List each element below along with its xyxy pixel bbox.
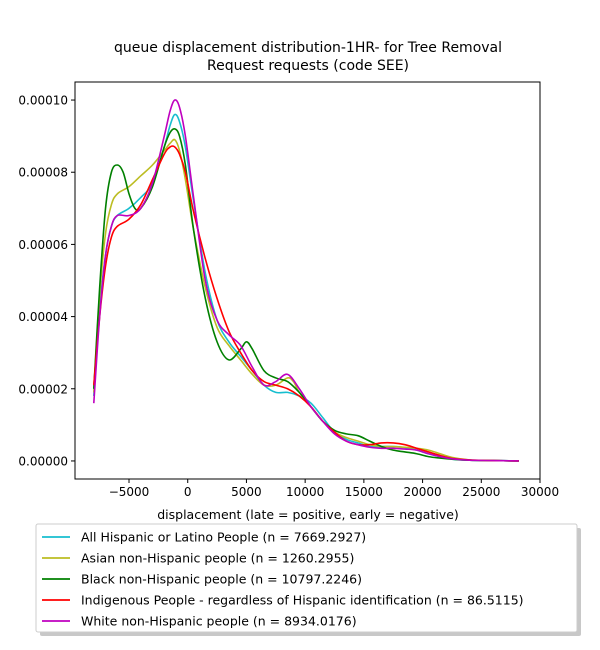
series-line-2 xyxy=(92,127,519,462)
x-axis-label: displacement (late = positive, early = n… xyxy=(157,507,459,522)
chart-title-line-2: Request requests (code SEE) xyxy=(207,58,409,74)
series-line-1 xyxy=(92,138,519,462)
legend-label-2: Black non-Hispanic people (n = 10797.224… xyxy=(81,572,362,587)
x-tick-label: 25000 xyxy=(462,485,500,499)
legend-items: All Hispanic or Latino People (n = 7669.… xyxy=(42,530,524,629)
legend-box xyxy=(35,523,578,633)
x-tick-label: 20000 xyxy=(403,485,441,499)
series-line-4 xyxy=(92,99,519,462)
chart-title-line-1: queue displacement distribution-1HR- for… xyxy=(114,40,502,56)
x-tick-label: 15000 xyxy=(345,485,383,499)
x-tick-label: 10000 xyxy=(286,485,324,499)
x-tick-label: 0 xyxy=(184,485,192,499)
series-line-3 xyxy=(92,145,519,462)
y-tick-label: 0.00002 xyxy=(18,382,68,396)
y-tick-label: 0.00006 xyxy=(18,238,68,252)
legend-label-1: Asian non-Hispanic people (n = 1260.2955… xyxy=(81,551,354,566)
x-tick-label: −5000 xyxy=(109,485,150,499)
legend: All Hispanic or Latino People (n = 7669.… xyxy=(35,523,581,636)
x-tick-label: 30000 xyxy=(521,485,559,499)
x-tick-label: 5000 xyxy=(231,485,262,499)
y-tick-label: 0.00000 xyxy=(18,454,68,468)
plot-frame xyxy=(74,81,541,480)
plot-area xyxy=(74,81,541,480)
legend-label-4: White non-Hispanic people (n = 8934.0176… xyxy=(81,614,357,629)
series-layer xyxy=(92,99,519,462)
x-axis: −5000 0 5000 10000 15000 20000 25000 30000 xyxy=(109,479,559,499)
y-axis: 0.00000 0.00002 0.00004 0.00006 0.00008 0.000… xyxy=(18,94,75,468)
legend-label-0: All Hispanic or Latino People (n = 7669.… xyxy=(81,530,366,545)
y-tick-label: 0.00004 xyxy=(18,310,68,324)
y-tick-label: 0.00008 xyxy=(18,166,68,180)
legend-label-3: Indigenous People - regardless of Hispan… xyxy=(81,593,524,608)
y-tick-label: 0.00010 xyxy=(18,94,68,108)
